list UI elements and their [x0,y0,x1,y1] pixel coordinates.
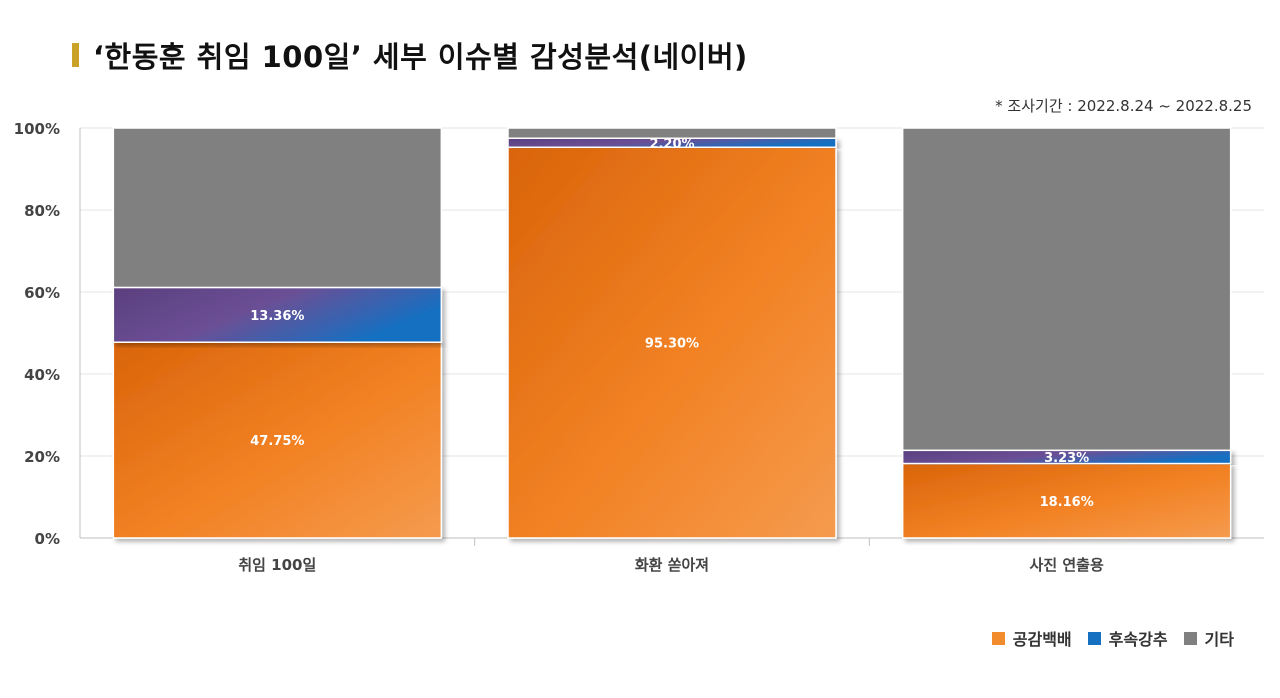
data-label: 18.16% [1040,495,1094,510]
data-labels: 47.75% 13.36% 95.30% 2.20% 18.16% 3.23% [250,137,1093,510]
legend-label-empathy: 공감백배 [1012,630,1072,649]
legend-label-followup: 후속강추 [1108,630,1168,649]
legend: 공감백배 후속강추 기타 [991,626,1234,650]
legend-item-followup: 후속강추 [1087,626,1168,650]
survey-period-note: * 조사기간 : 2022.8.24 ~ 2022.8.25 [995,97,1252,115]
legend-swatch-empathy [991,631,1005,645]
y-tick-label: 80% [24,202,60,220]
data-label: 95.30% [645,337,699,352]
bar-other [901,127,1232,452]
x-tick-label: 사진 연출용 [1030,556,1104,574]
chart-title: ‘한동훈 취임 100일’ 세부 이슈별 감성분석(네이버) [93,40,748,74]
legend-swatch-followup [1087,631,1101,645]
data-label: 47.75% [250,434,304,449]
title-block: ‘한동훈 취임 100일’ 세부 이슈별 감성분석(네이버) [72,34,748,76]
data-label: 2.20% [649,137,694,152]
legend-label-other: 기타 [1204,630,1234,649]
y-tick-label: 100% [14,120,60,138]
bar-other [507,127,837,139]
x-tick-label: 취임 100일 [238,556,316,574]
bars [112,127,1232,539]
data-label: 3.23% [1044,451,1089,466]
bar-followup [112,286,443,343]
y-tick-label: 0% [35,530,60,548]
x-tick-label: 화환 쏟아져 [635,556,709,574]
y-tick-label: 40% [24,366,60,384]
bar-other [112,127,443,289]
y-tick-label: 60% [24,284,60,302]
title-marker [72,43,79,67]
bar-empathy [507,146,837,539]
data-label: 13.36% [250,309,304,324]
y-tick-label: 20% [24,448,60,466]
legend-item-other: 기타 [1183,626,1234,650]
bar-empathy [901,462,1232,539]
legend-swatch-other [1183,631,1197,645]
legend-item-empathy: 공감백배 [991,626,1072,650]
bar-empathy [112,341,443,539]
